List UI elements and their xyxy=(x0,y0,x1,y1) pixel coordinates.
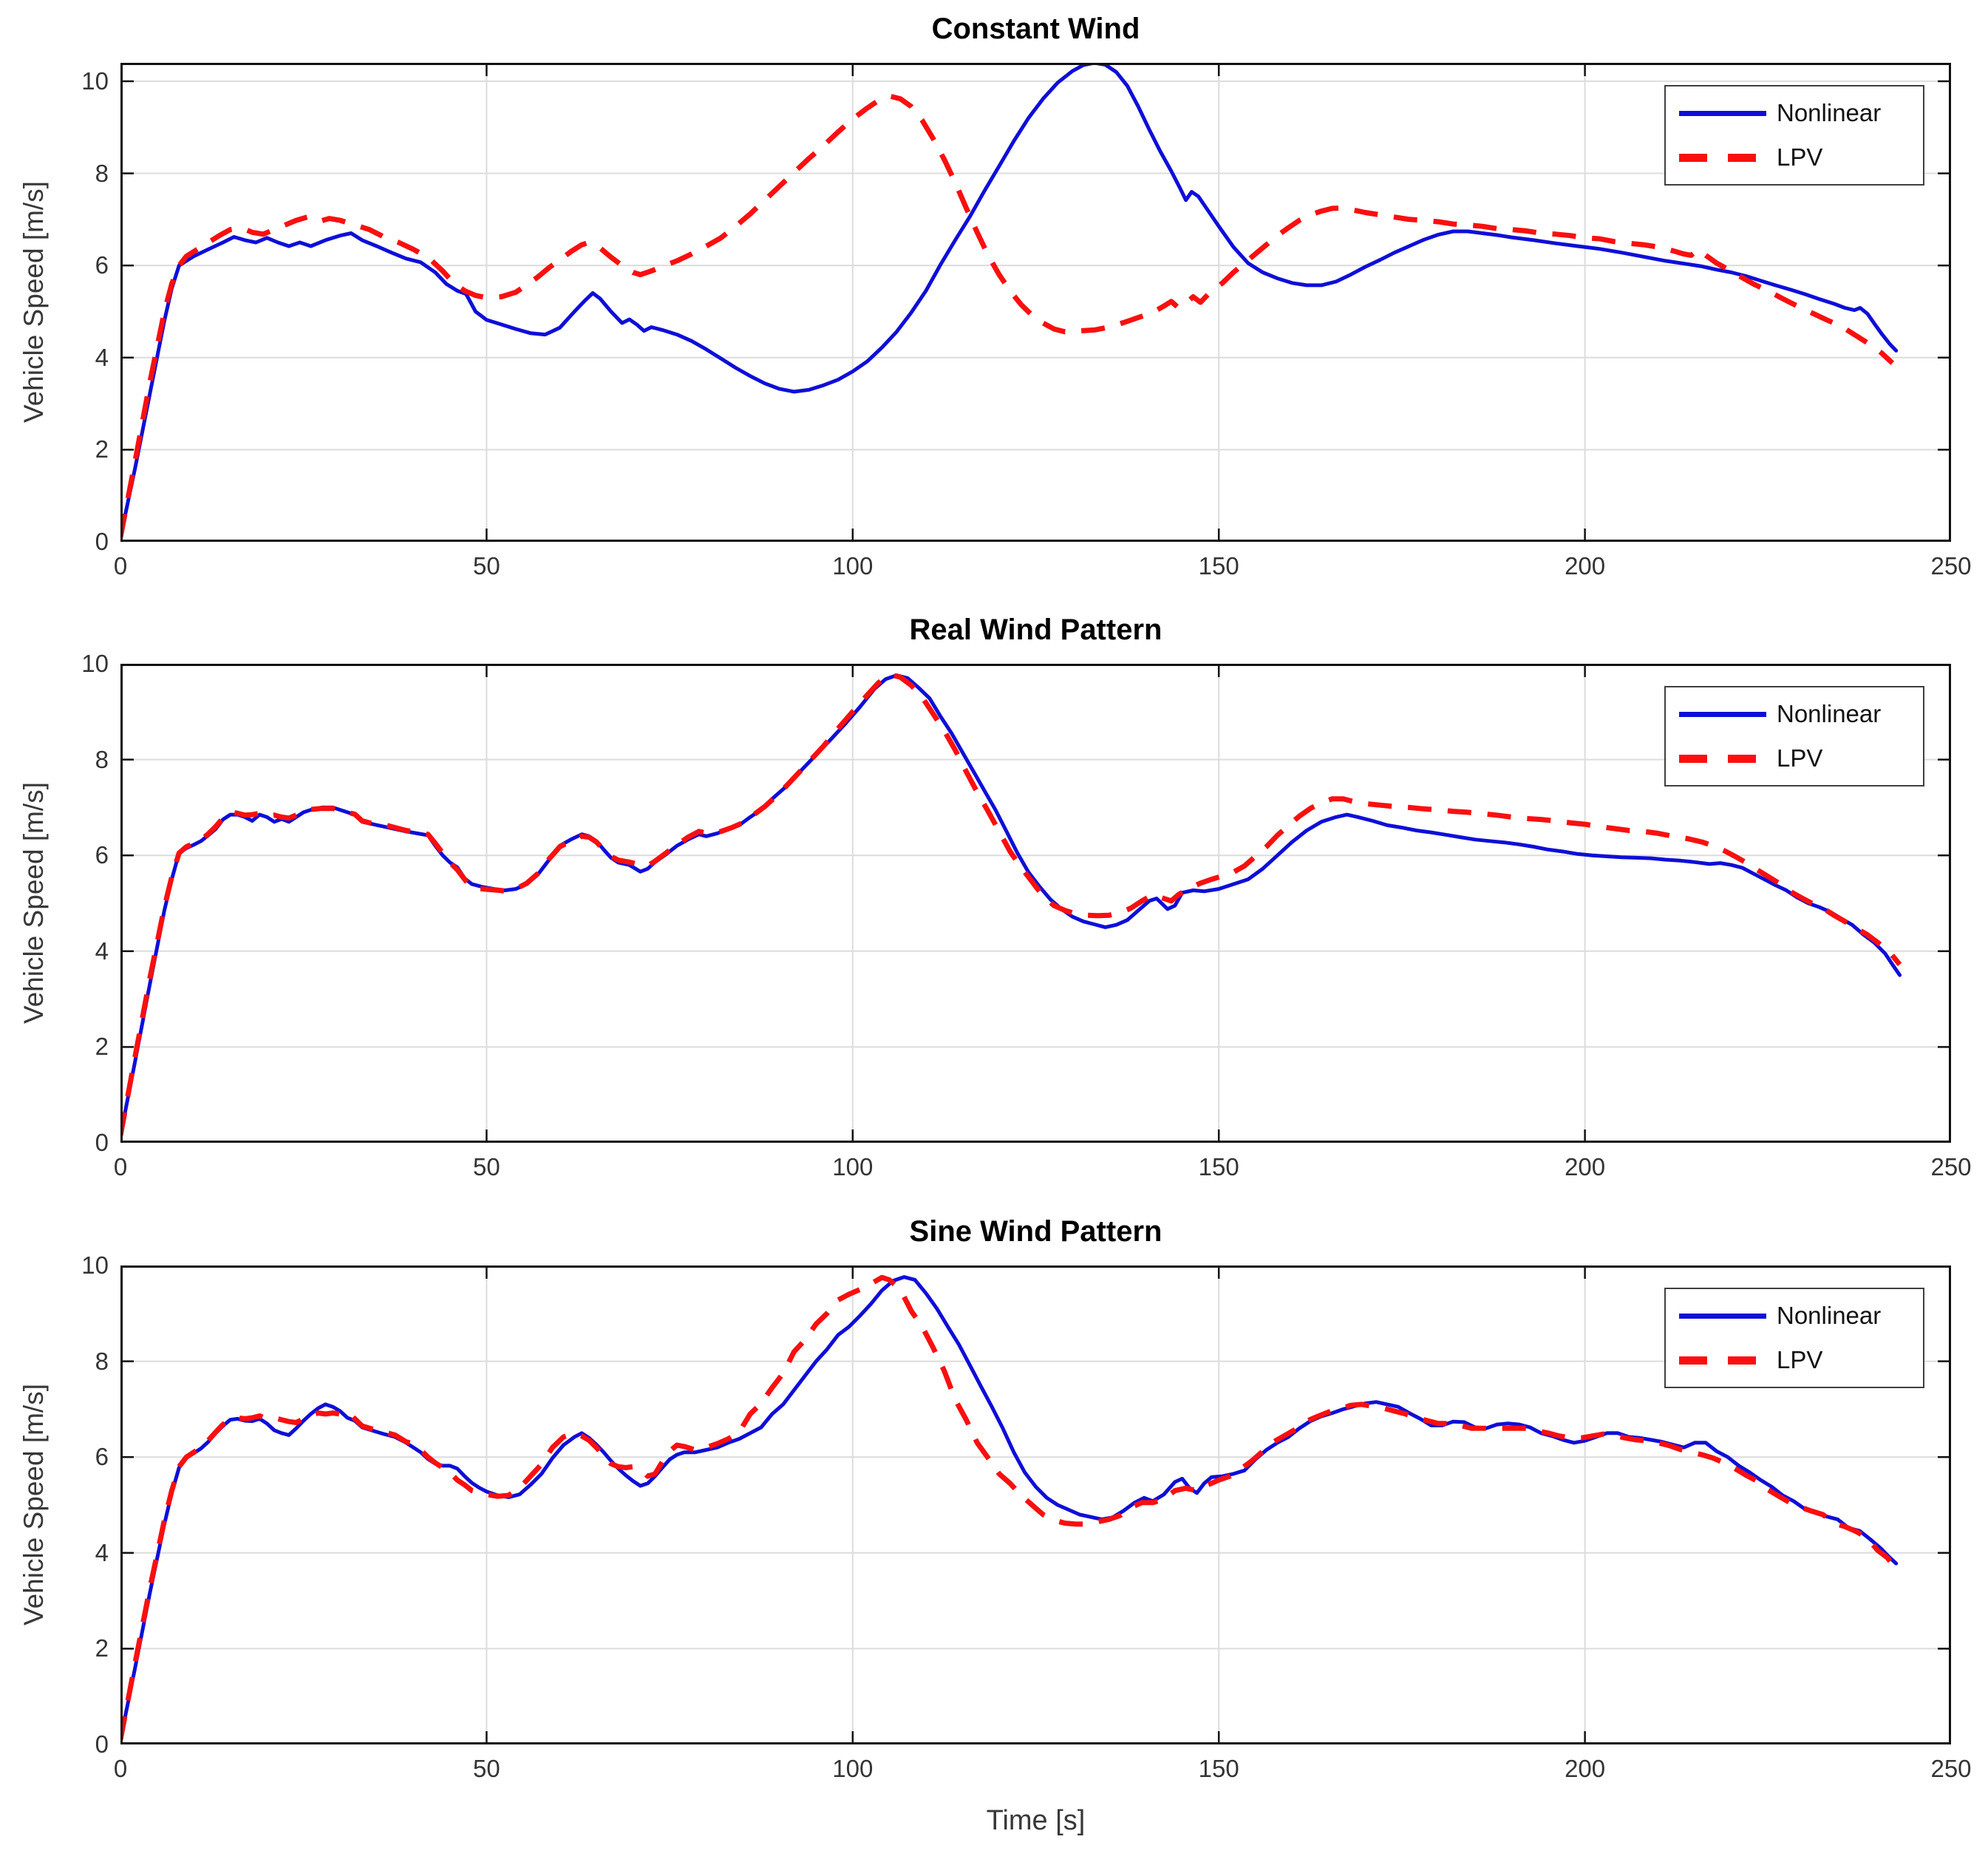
x-tick-label: 150 xyxy=(1198,1755,1239,1782)
legend: Nonlinear LPV xyxy=(1664,686,1924,786)
series-nonlinear xyxy=(120,63,1899,540)
legend-label-lpv: LPV xyxy=(1777,143,1823,171)
x-tick-label: 150 xyxy=(1198,552,1239,580)
legend-entry-nonlinear: Nonlinear xyxy=(1679,1299,1911,1332)
x-tick-label: 250 xyxy=(1930,1153,1972,1180)
legend-entry-lpv: LPV xyxy=(1679,742,1911,775)
series-nonlinear xyxy=(120,673,1902,1138)
y-tick-label: 10 xyxy=(81,1251,109,1279)
y-tick-label: 8 xyxy=(95,745,109,773)
x-tick-label: 0 xyxy=(113,552,128,580)
legend-line-nonlinear-icon xyxy=(1679,711,1766,717)
y-axis-label: Vehicle Speed [m/s] xyxy=(18,1384,49,1626)
series-lpv xyxy=(120,671,1902,1136)
y-tick-label: 6 xyxy=(95,1443,109,1471)
x-tick-label: 50 xyxy=(473,552,500,580)
plot-title: Sine Wind Pattern xyxy=(909,1215,1162,1248)
series-nonlinear xyxy=(120,1275,1899,1742)
x-tick-label: 100 xyxy=(832,1153,874,1180)
y-tick-label: 8 xyxy=(95,1347,109,1375)
y-tick-label: 10 xyxy=(81,67,109,95)
x-tick-label: 100 xyxy=(832,552,874,580)
x-axis-label: Time [s] xyxy=(986,1805,1086,1836)
y-tick-label: 2 xyxy=(95,1634,109,1662)
plot-area xyxy=(120,63,1951,542)
x-tick-label: 0 xyxy=(113,1153,128,1180)
legend-label-lpv: LPV xyxy=(1777,744,1823,772)
plot-area xyxy=(120,664,1951,1143)
y-tick-label: 0 xyxy=(95,528,109,555)
y-axis-label-wrap: Vehicle Speed [m/s] xyxy=(12,1265,56,1744)
legend-line-lpv-icon xyxy=(1679,754,1766,763)
x-tick-label: 50 xyxy=(473,1153,500,1180)
plot-title: Constant Wind xyxy=(931,13,1140,45)
x-tick-label: 200 xyxy=(1565,1153,1606,1180)
x-tick-label: 50 xyxy=(473,1755,500,1782)
legend-entry-nonlinear: Nonlinear xyxy=(1679,97,1911,129)
legend: Nonlinear LPV xyxy=(1664,85,1924,186)
series-lpv xyxy=(120,93,1895,538)
legend-label-lpv: LPV xyxy=(1777,1346,1823,1373)
y-tick-label: 10 xyxy=(81,650,109,677)
legend-label-nonlinear: Nonlinear xyxy=(1777,700,1882,727)
x-tick-label: 200 xyxy=(1565,552,1606,580)
legend-line-lpv-icon xyxy=(1679,153,1766,162)
y-tick-label: 0 xyxy=(95,1129,109,1156)
y-tick-label: 4 xyxy=(95,937,109,965)
x-tick-label: 0 xyxy=(113,1755,128,1782)
y-tick-label: 0 xyxy=(95,1730,109,1758)
legend-entry-nonlinear: Nonlinear xyxy=(1679,698,1911,730)
legend-entry-lpv: LPV xyxy=(1679,141,1911,174)
legend-label-nonlinear: Nonlinear xyxy=(1777,99,1882,126)
x-tick-label: 100 xyxy=(832,1755,874,1782)
legend: Nonlinear LPV xyxy=(1664,1288,1924,1388)
x-tick-label: 250 xyxy=(1930,1755,1972,1782)
series-lpv xyxy=(120,1274,1897,1741)
y-tick-label: 6 xyxy=(95,251,109,279)
y-tick-label: 4 xyxy=(95,1538,109,1566)
legend-line-nonlinear-icon xyxy=(1679,110,1766,116)
y-tick-label: 6 xyxy=(95,841,109,869)
plot-title: Real Wind Pattern xyxy=(909,614,1162,646)
legend-line-nonlinear-icon xyxy=(1679,1313,1766,1319)
legend-label-nonlinear: Nonlinear xyxy=(1777,1302,1882,1329)
x-tick-label: 200 xyxy=(1565,1755,1606,1782)
legend-line-lpv-icon xyxy=(1679,1356,1766,1365)
x-tick-label: 250 xyxy=(1930,552,1972,580)
y-tick-label: 8 xyxy=(95,159,109,187)
y-tick-label: 4 xyxy=(95,343,109,371)
plot-area xyxy=(120,1265,1951,1744)
y-tick-label: 2 xyxy=(95,435,109,463)
legend-entry-lpv: LPV xyxy=(1679,1344,1911,1376)
y-tick-label: 2 xyxy=(95,1033,109,1061)
x-tick-label: 150 xyxy=(1198,1153,1239,1180)
